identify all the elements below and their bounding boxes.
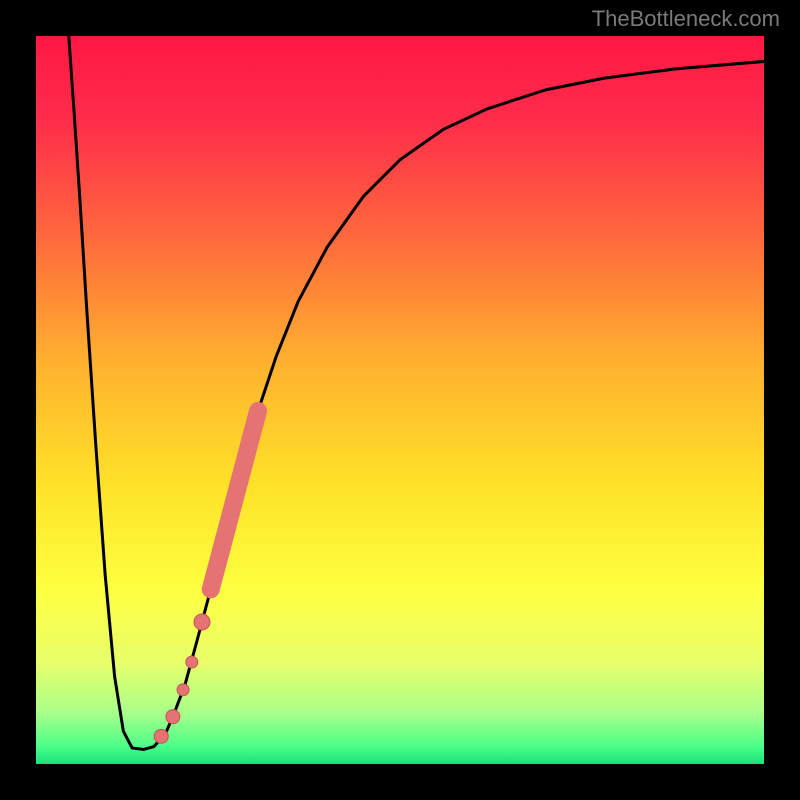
data-marker (177, 684, 189, 696)
data-marker (154, 729, 168, 743)
chart-canvas (36, 36, 764, 764)
chart-frame (36, 36, 764, 764)
watermark-text: TheBottleneck.com (592, 6, 780, 32)
data-marker (194, 614, 210, 630)
data-marker (166, 710, 180, 724)
data-marker (186, 656, 198, 668)
gradient-background (36, 36, 764, 764)
